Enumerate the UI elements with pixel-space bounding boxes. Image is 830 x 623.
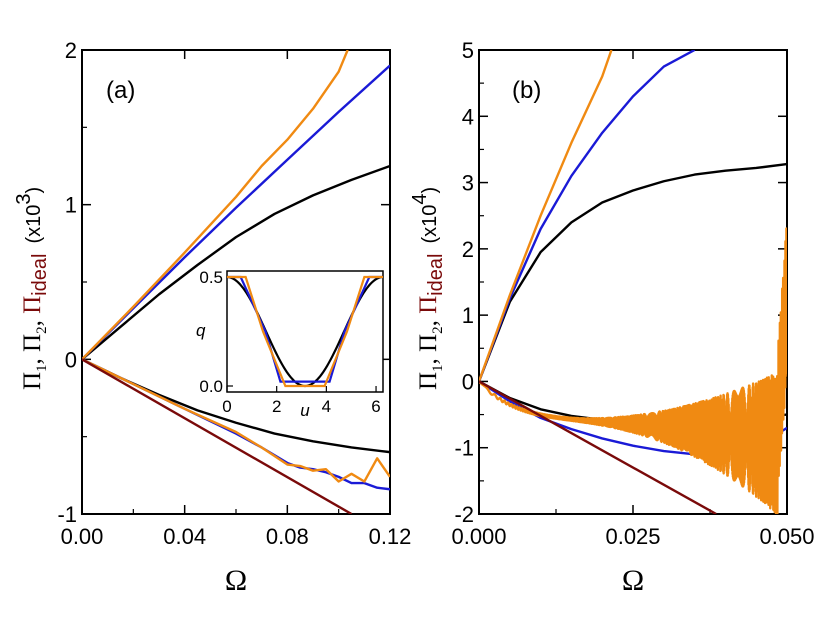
panel-b-xlabel: Ω: [622, 564, 644, 597]
panel-a-ylabel: Π1, Π2, Πideal(x103): [13, 187, 51, 390]
panel-b-series-blue-1: [479, 50, 696, 382]
panel-b-xtick-label: 0.000: [451, 524, 506, 549]
inset-xtick-label: 0: [222, 397, 231, 416]
panel-b-series-orange-5: [479, 227, 787, 514]
panel-b-series-dark_red-6: [479, 380, 717, 514]
panel-b-ytick-label: 5: [462, 38, 474, 63]
panel-a-ytick-label: -1: [57, 502, 77, 527]
panel-b-ylabel: Π1, Π2, Πideal(x104): [409, 187, 447, 390]
inset-ytick-label: 0.5: [199, 268, 223, 287]
panel-a-xlabel: Ω: [225, 564, 247, 597]
panel-a-ytick-label: 2: [65, 38, 77, 63]
panel-b-ytick-label: 0: [462, 369, 474, 394]
panel-a-ytick-label: 0: [65, 347, 77, 372]
panel-b-xtick-label: 0.025: [605, 524, 660, 549]
panel-a-label: (a): [106, 77, 135, 104]
panel-b-ytick-label: -1: [454, 436, 474, 461]
panel-b-label: (b): [512, 77, 541, 104]
panel-a-series-black-0: [82, 164, 390, 361]
panel-b-ytick-label: 3: [462, 171, 474, 196]
panel-b: 0.000 0.025 0.050 -2 -1 0 1 2 3 4 5 (b) Π1, Π2, Πi…: [409, 38, 815, 597]
inset-frame: [226, 270, 384, 393]
inset-xtick-label: 6: [371, 397, 380, 416]
panel-a-xtick-label: 0.04: [163, 524, 206, 549]
panel-b-ytick-label: 2: [462, 237, 474, 262]
panel-a-series-orange-5: [82, 358, 390, 483]
panel-b-ytick-label: 4: [462, 104, 474, 129]
inset-series-orange-2: [227, 275, 383, 388]
panel-b-ytick-label: -2: [454, 502, 474, 527]
inset-ytick-label: 0.0: [199, 377, 223, 396]
panel-a-xtick-label: 0.00: [61, 524, 104, 549]
inset-ylabel: q: [196, 321, 206, 340]
panel-b-xtick-label: 0.050: [759, 524, 814, 549]
panel-b-ytick-label: 1: [462, 303, 474, 328]
panel-a-ytick-label: 1: [65, 193, 77, 218]
inset-xtick-label: 4: [322, 397, 331, 416]
panel-a-inset: 0 2 4 6 0.0 0.5 q u: [196, 268, 384, 420]
inset-series-blue-1: [227, 275, 383, 383]
panel-a-series-dark_red-6: [82, 358, 353, 514]
panel-b-series-black-0: [479, 162, 787, 382]
inset-xlabel: u: [300, 401, 310, 420]
panel-a-xtick-label: 0.12: [369, 524, 412, 549]
inset-xtick-label: 2: [272, 397, 281, 416]
panel-a-series-orange-2: [82, 50, 349, 361]
panel-a-xtick-label: 0.08: [266, 524, 309, 549]
panel-b-series-orange-2: [479, 50, 613, 382]
